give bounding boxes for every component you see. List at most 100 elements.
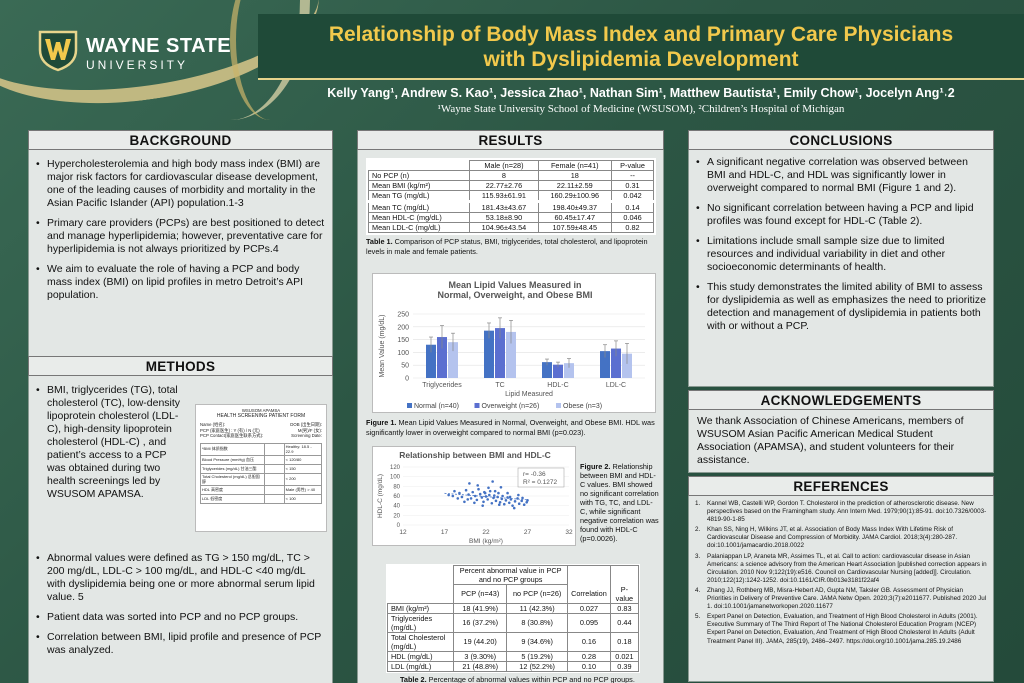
data-point (477, 487, 480, 491)
table-1-cell: 53.18±8.90 (469, 212, 539, 223)
data-point (502, 502, 506, 506)
data-point (464, 488, 468, 492)
bar (600, 351, 610, 378)
conclusions-box: A significant negative correlation was o… (688, 150, 994, 387)
methods-section: METHODS BMI, triglycerides (TG), total c… (28, 356, 333, 683)
results-section: RESULTS Male (n=28) Female (n=41) P-value … (357, 130, 664, 683)
table-1-cell: No PCP (n) (367, 170, 471, 181)
table-1-cell: 22.11±2.59 (537, 180, 613, 191)
data-point (482, 500, 485, 504)
data-point (499, 486, 503, 489)
table-2-spacer (567, 565, 611, 585)
data-point (458, 491, 461, 495)
table-2-row: Triglycerides (mg/dL) 16 (37.2%) 8 (30.8%)… (386, 612, 640, 633)
form-row: PCP Contact(家庭医生联系方式): Screening Date: (200, 433, 322, 439)
background-heading: BACKGROUND (28, 130, 333, 150)
data-point (447, 493, 450, 497)
reference-number: 1. (695, 500, 701, 507)
table-1-cell: 0.14 (611, 201, 654, 213)
data-point (466, 498, 470, 501)
bar (506, 331, 516, 378)
chart-title: Mean Lipid Values Measured in Normal, Ove… (437, 280, 592, 300)
bar-chart-svg: Mean Lipid Values Measured in Normal, Ove… (379, 280, 645, 410)
poster-title: Relationship of Body Mass Index and Prim… (258, 14, 1024, 72)
reference-number: 3. (695, 552, 701, 560)
conclusion-item-text: No significant correlation between havin… (707, 202, 974, 227)
methods-item-text: BMI, triglycerides (TG), total cholester… (47, 384, 181, 500)
data-point (473, 501, 476, 505)
data-point (476, 484, 479, 487)
data-point (484, 495, 488, 498)
reference-text: Palaniappan LP, Araneta MR, Assimes TL, … (707, 552, 987, 584)
methods-item: Correlation between BMI, lipid profile a… (35, 631, 326, 657)
chart-title-line: Mean Lipid Values Measured in (448, 280, 581, 290)
form-row: Name (姓名): DOB (出生日期): (200, 422, 322, 428)
legend-swatch (556, 403, 561, 408)
y-tick-label: 50 (401, 363, 409, 370)
university-shield-logo (38, 30, 78, 72)
table-1-cell: Mean BMI (kg/m²) (367, 180, 471, 191)
table-1-header-cell: Female (n=41) (537, 160, 613, 171)
references-heading: REFERENCES (688, 476, 994, 496)
x-tick-label: TC (495, 382, 504, 389)
background-item: Hypercholesterolemia and high body mass … (35, 158, 326, 210)
data-point (507, 501, 511, 505)
title-line-1: Relationship of Body Mass Index and Prim… (328, 23, 954, 46)
form-grid-cell: < 200 (283, 472, 323, 486)
conclusions-heading: CONCLUSIONS (688, 130, 994, 150)
bar (448, 342, 458, 378)
form-grid-cell: < 120/80 (283, 454, 323, 465)
table-2-cell: 0.16 (567, 631, 611, 652)
methods-item: BMI, triglycerides (TG), total cholester… (35, 384, 183, 501)
form-field: M(男)/F (女): (297, 427, 322, 433)
decorative-swoosh (230, 0, 310, 120)
table-1-cell: 22.77±2.76 (469, 180, 539, 191)
reference-text: Zhang JJ, Rothberg MB, Misra-Hebert AD, … (707, 586, 987, 611)
table-2-cell: Triglycerides (mg/dL) (386, 612, 455, 633)
y-tick-label: 60 (393, 494, 400, 500)
title-line-2: with Dyslipidemia Development (483, 48, 799, 71)
form-grid-cell: Male (男性) > 40 (283, 484, 323, 495)
table-2-cell: 5 (19.2%) (506, 650, 569, 662)
legend-label: Obese (n=3) (563, 403, 602, 410)
bar (622, 353, 632, 378)
data-point (478, 492, 482, 496)
table-2-cell: 3 (9.30%) (453, 650, 508, 662)
y-axis-label: HDL-C (mg/dL) (377, 474, 384, 518)
conclusion-item-text: This study demonstrates the limited abil… (707, 281, 986, 332)
background-section: BACKGROUND Hypercholesterolemia and high… (28, 130, 333, 368)
caption-label: Table 2. (400, 675, 427, 683)
form-grid-cell: *BMI 体质指数 (200, 442, 265, 456)
table-2-cell: BMI (kg/m²) (386, 602, 455, 614)
table-1-cell: 18 (537, 170, 613, 181)
methods-list-bottom: Abnormal values were defined as TG > 150… (29, 552, 332, 664)
data-point (475, 498, 479, 502)
table-2-row: BMI (kg/m²) 18 (41.9%) 11 (42.3%) 0.027 0.83 (386, 602, 640, 614)
table-2-row: HDL (mg/dL) 3 (9.30%) 5 (19.2%) 0.28 0.021 (386, 650, 640, 662)
table-1-cell: 8 (469, 170, 539, 181)
acknowledgements-section: ACKNOWLEDGEMENTS We thank Association of… (688, 390, 994, 473)
data-point (500, 497, 504, 501)
scatter-chart-svg: Relationship between BMI and HDL-C 0 20 40 6… (377, 450, 573, 545)
university-wordmark: WAYNE STATE UNIVERSITY (86, 36, 231, 71)
affiliations: ¹Wayne State University School of Medici… (437, 103, 845, 115)
title-bar: Relationship of Body Mass Index and Prim… (258, 14, 1024, 80)
form-field: Name (姓名): (200, 422, 226, 427)
table-2-header-cell: P-value (609, 584, 640, 604)
data-point (451, 494, 455, 498)
data-point (488, 489, 492, 493)
form-grid-cell (263, 472, 285, 486)
data-point (469, 497, 473, 500)
caption-label: Figure 2. (580, 462, 611, 471)
form-row: PCP (家庭医生) : Y (有) / N (无) M(男)/F (女): (200, 428, 322, 434)
data-point (520, 499, 523, 503)
data-point (488, 493, 491, 497)
table-1-cell: 0.046 (611, 212, 654, 223)
methods-list-top: BMI, triglycerides (TG), total cholester… (29, 376, 189, 501)
conclusion-item-text: Limitations include small sample size du… (707, 235, 946, 273)
x-tick-label: 32 (565, 529, 573, 536)
table-1-cell: 104.96±43.54 (469, 222, 539, 233)
form-grid: *BMI 体质指数 Healthy: 18.5 - 22.9 Blood Press… (200, 442, 323, 504)
table-1-cell: -- (611, 170, 654, 181)
